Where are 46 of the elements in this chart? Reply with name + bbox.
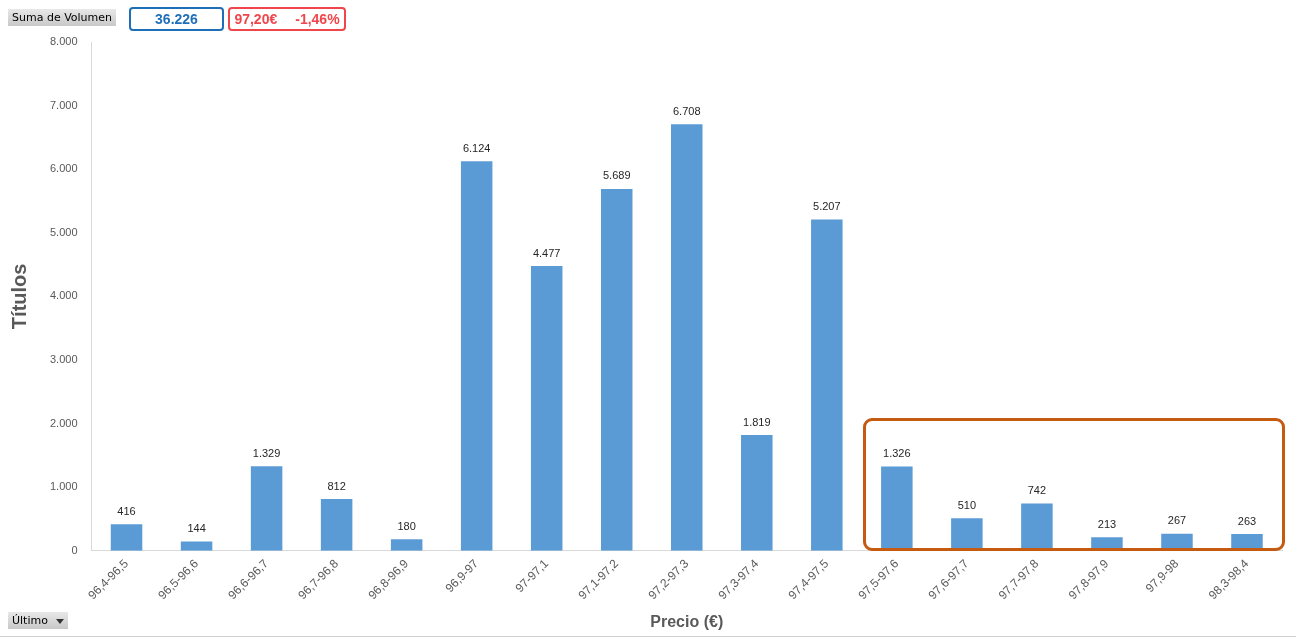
text: 97,20€ (234, 11, 278, 27)
bar (460, 161, 493, 551)
bar (741, 435, 773, 551)
data-label: 5.207 (813, 200, 841, 213)
data-label: 267 (1167, 514, 1187, 527)
data-label: 1.326 (883, 446, 911, 459)
x-axis-title: Precio (€) (650, 612, 724, 630)
y-tick-label: 1.000 (50, 480, 78, 493)
data-label: 213 (1097, 517, 1117, 530)
data-label: 180 (397, 519, 416, 532)
data-label: 1.819 (743, 415, 771, 428)
y-tick-label: 7.000 (50, 98, 78, 111)
text: -1,46% (295, 11, 340, 27)
y-tick-label: 8.000 (50, 35, 78, 48)
data-label: 5.689 (602, 169, 631, 182)
bar (600, 188, 633, 551)
bar (110, 524, 143, 551)
bar (881, 466, 913, 551)
y-tick-label: 6.000 (50, 162, 78, 175)
data-label: 510 (957, 498, 977, 511)
bar (250, 466, 283, 551)
bar (671, 124, 703, 551)
y-tick-label: 4.000 (50, 289, 78, 302)
y-tick-label: 5.000 (50, 225, 78, 238)
y-tick-label: 2.000 (50, 416, 78, 429)
text: Suma de Volumen (8, 9, 117, 26)
bar (1021, 503, 1053, 551)
bar (951, 518, 983, 551)
data-label: 4.477 (532, 246, 561, 259)
data-label: 144 (187, 522, 206, 535)
data-label: 812 (327, 479, 346, 492)
bar (530, 266, 563, 551)
bar (390, 539, 423, 551)
y-tick-label: 3.000 (50, 353, 78, 366)
text: 36.226 (129, 7, 224, 31)
bar (811, 219, 843, 551)
y-axis-title: Títulos (7, 263, 30, 330)
data-label: 263 (1237, 514, 1257, 527)
data-label: 742 (1027, 484, 1047, 497)
data-label: 1.329 (252, 446, 281, 459)
y-tick-label: 0 (71, 543, 78, 556)
bar (320, 499, 353, 551)
text: Último (12, 614, 48, 627)
data-label: 6.708 (673, 104, 701, 117)
data-label: 6.124 (462, 141, 491, 154)
data-label: 416 (117, 504, 136, 517)
